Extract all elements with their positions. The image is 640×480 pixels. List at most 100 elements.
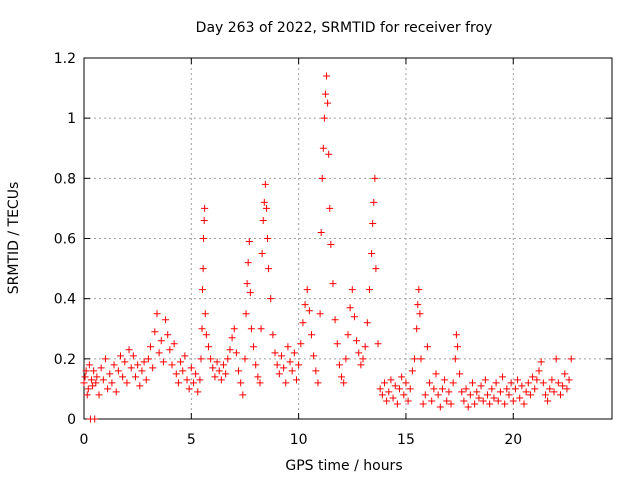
data-point — [466, 391, 474, 399]
data-point — [114, 367, 122, 375]
data-point — [436, 403, 444, 411]
data-point — [447, 400, 455, 408]
data-point — [561, 370, 569, 378]
data-point — [479, 397, 487, 405]
data-point — [378, 391, 386, 399]
data-point — [533, 376, 541, 384]
data-point — [342, 355, 350, 363]
data-point — [398, 373, 406, 381]
data-point — [95, 391, 103, 399]
data-point — [201, 310, 209, 318]
data-point — [258, 250, 266, 258]
data-point — [215, 367, 223, 375]
data-point — [383, 397, 391, 405]
data-point — [417, 355, 425, 363]
data-point — [426, 379, 434, 387]
data-point — [90, 367, 98, 375]
data-point — [471, 400, 479, 408]
data-points — [80, 72, 575, 423]
data-point — [252, 361, 260, 369]
data-point — [319, 144, 327, 152]
data-point — [308, 331, 316, 339]
data-point — [353, 337, 361, 345]
data-point — [428, 397, 436, 405]
data-point — [548, 376, 556, 384]
data-point — [194, 388, 202, 396]
data-point — [327, 241, 335, 249]
data-point — [438, 385, 446, 393]
data-point — [344, 331, 352, 339]
data-point — [275, 370, 283, 378]
data-point — [226, 346, 234, 354]
data-point — [338, 373, 346, 381]
data-point — [85, 361, 93, 369]
data-point — [198, 325, 206, 333]
data-point — [529, 373, 537, 381]
data-point — [421, 391, 429, 399]
data-point — [235, 367, 243, 375]
y-tick-label: 1 — [67, 111, 76, 127]
data-point — [121, 358, 129, 366]
data-point — [267, 295, 275, 303]
data-point — [84, 385, 92, 393]
data-point — [271, 349, 279, 357]
data-point — [81, 373, 89, 381]
x-tick-label: 0 — [80, 432, 89, 448]
data-point — [213, 358, 221, 366]
data-point — [138, 367, 146, 375]
data-point — [408, 367, 416, 375]
data-point — [164, 331, 172, 339]
y-tick-label: 0.8 — [54, 171, 76, 187]
data-point — [200, 216, 208, 224]
data-point — [402, 379, 410, 387]
data-point — [524, 379, 532, 387]
data-point — [321, 90, 329, 98]
data-point — [361, 343, 369, 351]
data-point — [514, 376, 522, 384]
data-point — [365, 286, 373, 294]
data-point — [494, 397, 502, 405]
data-point — [520, 400, 528, 408]
y-tick-label: 0.2 — [54, 352, 76, 368]
data-point — [458, 388, 466, 396]
data-point — [104, 385, 112, 393]
data-point — [80, 379, 88, 387]
data-point — [209, 364, 217, 372]
data-point — [445, 388, 453, 396]
data-point — [174, 379, 182, 387]
data-point — [423, 343, 431, 351]
data-point — [147, 343, 155, 351]
data-point — [282, 379, 290, 387]
data-point — [368, 250, 376, 258]
data-point — [546, 385, 554, 393]
data-point — [155, 349, 163, 357]
data-point — [83, 391, 91, 399]
data-point — [507, 379, 515, 387]
data-point — [247, 325, 255, 333]
data-point — [432, 370, 440, 378]
data-point — [357, 361, 365, 369]
data-point — [142, 376, 150, 384]
data-point — [541, 391, 549, 399]
data-point — [159, 358, 167, 366]
data-point — [132, 373, 140, 381]
data-point — [484, 391, 492, 399]
data-point — [108, 379, 116, 387]
data-point — [243, 280, 251, 288]
data-point — [277, 352, 285, 360]
data-point — [232, 349, 240, 357]
data-point — [335, 361, 343, 369]
data-point — [127, 364, 135, 372]
data-point — [162, 316, 170, 324]
data-point — [539, 379, 547, 387]
y-axis-label: SRMTID / TECUs — [6, 182, 22, 295]
data-point — [91, 415, 99, 423]
data-point — [125, 346, 133, 354]
data-point — [468, 379, 476, 387]
data-point — [451, 355, 459, 363]
data-point — [414, 301, 422, 309]
data-point — [301, 301, 309, 309]
data-point — [490, 394, 498, 402]
data-point — [151, 328, 159, 336]
data-point — [166, 346, 174, 354]
